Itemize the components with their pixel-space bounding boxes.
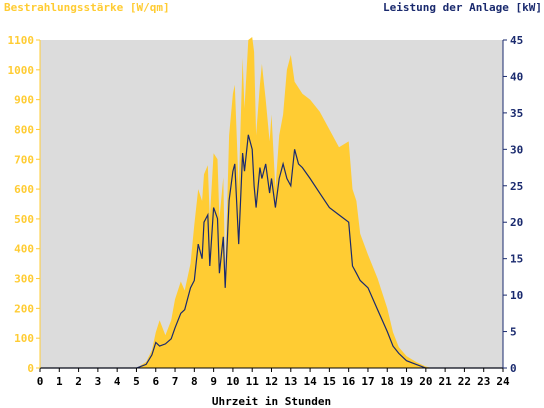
x-tick-label: 9 [210, 375, 217, 388]
x-tick-label: 6 [152, 375, 159, 388]
left-tick-label: 900 [14, 94, 34, 107]
x-tick-label: 2 [75, 375, 82, 388]
x-tick-label: 16 [342, 375, 356, 388]
x-tick-label: 23 [477, 375, 490, 388]
left-tick-label: 800 [14, 123, 34, 136]
x-tick-label: 0 [37, 375, 44, 388]
left-tick-label: 300 [14, 273, 34, 286]
x-tick-label: 18 [381, 375, 394, 388]
left-tick-label: 100 [14, 332, 34, 345]
axes-layer: 0 1 2 3 4 5 6 7 8 9 10 11 12 13 14 15 16 17 18 19 20 21 22 23 24… [8, 34, 524, 388]
x-tick-label: 5 [133, 375, 140, 388]
right-axis-title: Leistung der Anlage [kW] [383, 1, 542, 14]
right-tick-label: 0 [510, 362, 517, 375]
x-tick-label: 12 [265, 375, 278, 388]
x-tick-label: 17 [361, 375, 374, 388]
irradiance-area [40, 37, 503, 368]
power-line [40, 134, 503, 369]
left-tick-label: 600 [14, 183, 34, 196]
left-axis-title: Bestrahlungsstärke [W/qm] [4, 1, 170, 14]
right-tick-label: 20 [510, 216, 523, 229]
x-tick-label: 1 [56, 375, 63, 388]
right-tick-label: 40 [510, 70, 523, 83]
x-tick-label: 7 [172, 375, 179, 388]
x-tick-label: 20 [419, 375, 432, 388]
left-tick-label: 700 [14, 153, 34, 166]
left-tick-label: 400 [14, 243, 34, 256]
left-tick-label: 500 [14, 213, 34, 226]
x-tick-label: 11 [246, 375, 260, 388]
left-tick-label: 200 [14, 302, 34, 315]
left-tick-label: 0 [27, 362, 34, 375]
x-tick-label: 3 [95, 375, 102, 388]
right-tick-label: 25 [510, 180, 523, 193]
x-tick-label: 24 [496, 375, 510, 388]
x-tick-label: 8 [191, 375, 198, 388]
right-tick-label: 30 [510, 143, 523, 156]
x-tick-label: 4 [114, 375, 121, 388]
right-tick-label: 15 [510, 253, 523, 266]
left-tick-label: 1100 [8, 34, 35, 47]
x-tick-label: 15 [323, 375, 336, 388]
x-tick-label: 14 [303, 375, 317, 388]
right-tick-label: 10 [510, 289, 523, 302]
right-tick-label: 5 [510, 326, 517, 339]
x-tick-label: 10 [226, 375, 239, 388]
x-tick-label: 19 [400, 375, 413, 388]
series-layer [40, 37, 503, 369]
x-tick-label: 22 [458, 375, 471, 388]
right-tick-label: 35 [510, 107, 523, 120]
x-axis-title: Uhrzeit in Stunden [212, 395, 331, 408]
x-tick-label: 21 [439, 375, 453, 388]
right-tick-label: 45 [510, 34, 523, 47]
left-tick-label: 1000 [8, 64, 35, 77]
x-tick-label: 13 [284, 375, 297, 388]
